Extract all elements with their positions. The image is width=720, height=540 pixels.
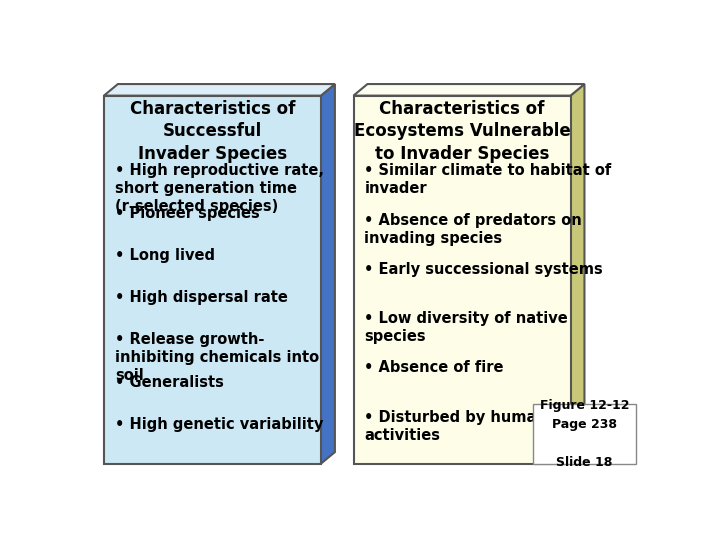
Polygon shape — [104, 84, 335, 96]
Text: • Release growth-
inhibiting chemicals into
soil: • Release growth- inhibiting chemicals i… — [114, 332, 319, 383]
FancyBboxPatch shape — [534, 403, 636, 464]
Text: • Pioneer species: • Pioneer species — [114, 206, 259, 221]
Text: • High reproductive rate,
short generation time
(r-selected species): • High reproductive rate, short generati… — [114, 164, 324, 214]
Polygon shape — [570, 84, 585, 464]
Text: • Similar climate to habitat of
invader: • Similar climate to habitat of invader — [364, 164, 611, 197]
Text: • Early successional systems: • Early successional systems — [364, 262, 603, 277]
Polygon shape — [354, 84, 585, 96]
Text: Characteristics of
Successful
Invader Species: Characteristics of Successful Invader Sp… — [130, 100, 295, 163]
FancyBboxPatch shape — [354, 96, 570, 464]
Text: • High genetic variability: • High genetic variability — [114, 417, 323, 432]
FancyBboxPatch shape — [104, 96, 321, 464]
Text: Figure 12-12
Page 238

Slide 18: Figure 12-12 Page 238 Slide 18 — [540, 399, 629, 469]
Text: • Disturbed by human
activities: • Disturbed by human activities — [364, 410, 547, 443]
Text: • Generalists: • Generalists — [114, 375, 224, 389]
Text: • Low diversity of native
species: • Low diversity of native species — [364, 311, 568, 344]
Polygon shape — [321, 84, 335, 464]
Text: • High dispersal rate: • High dispersal rate — [114, 290, 288, 305]
Text: • Long lived: • Long lived — [114, 248, 215, 263]
Text: • Absence of fire: • Absence of fire — [364, 361, 504, 375]
Text: • Absence of predators on
invading species: • Absence of predators on invading speci… — [364, 213, 582, 246]
Text: Characteristics of
Ecosystems Vulnerable
to Invader Species: Characteristics of Ecosystems Vulnerable… — [354, 100, 570, 163]
